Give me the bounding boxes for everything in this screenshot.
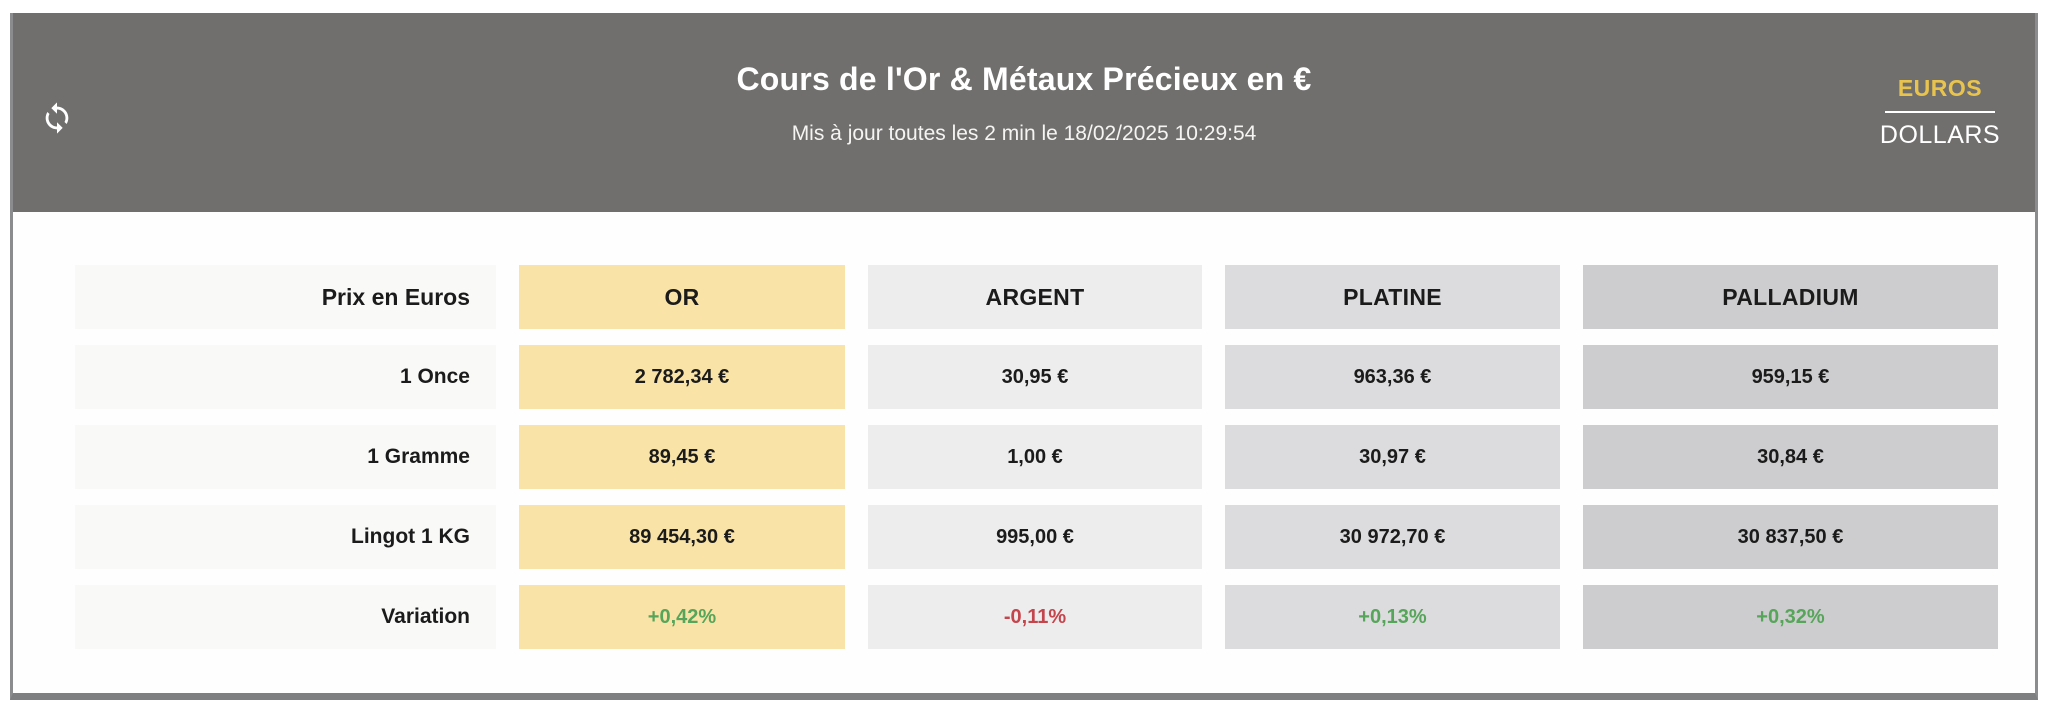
price-lingot-palladium: 30 837,50 €	[1583, 505, 1998, 569]
table-corner-label: Prix en Euros	[75, 265, 496, 329]
price-once-or: 2 782,34 €	[519, 345, 845, 409]
refresh-icon	[45, 101, 69, 134]
column-header-argent: ARGENT	[868, 265, 1202, 329]
header-title-block: Cours de l'Or & Métaux Précieux en € Mis…	[13, 13, 2035, 146]
gold-price-widget: Cours de l'Or & Métaux Précieux en € Mis…	[10, 13, 2038, 700]
variation-platine: +0,13%	[1225, 585, 1560, 649]
price-lingot-platine: 30 972,70 €	[1225, 505, 1560, 569]
price-once-argent: 30,95 €	[868, 345, 1202, 409]
price-gramme-argent: 1,00 €	[868, 425, 1202, 489]
price-lingot-or: 89 454,30 €	[519, 505, 845, 569]
row-label-lingot: Lingot 1 KG	[75, 505, 496, 569]
price-once-platine: 963,36 €	[1225, 345, 1560, 409]
update-status: Mis à jour toutes les 2 min le 18/02/202…	[791, 122, 1257, 145]
currency-option-dollars[interactable]: DOLLARS	[1879, 121, 2001, 149]
variation-or: +0,42%	[519, 585, 845, 649]
row-label-once: 1 Once	[75, 345, 496, 409]
column-header-palladium: PALLADIUM	[1583, 265, 1998, 329]
currency-toggle-divider	[1885, 111, 1995, 113]
page-title: Cours de l'Or & Métaux Précieux en €	[736, 61, 1312, 97]
price-lingot-argent: 995,00 €	[868, 505, 1202, 569]
row-label-variation: Variation	[75, 585, 496, 649]
column-header-platine: PLATINE	[1225, 265, 1560, 329]
price-table: Prix en Euros OR ARGENT PLATINE PALLADIU…	[75, 265, 2035, 649]
variation-palladium: +0,32%	[1583, 585, 1998, 649]
widget-header: Cours de l'Or & Métaux Précieux en € Mis…	[13, 13, 2035, 212]
column-header-or: OR	[519, 265, 845, 329]
currency-toggle: EUROS DOLLARS	[1875, 75, 2005, 150]
table-area: Prix en Euros OR ARGENT PLATINE PALLADIU…	[13, 212, 2035, 649]
price-once-palladium: 959,15 €	[1583, 345, 1998, 409]
currency-option-euros[interactable]: EUROS	[1897, 75, 1983, 101]
price-gramme-platine: 30,97 €	[1225, 425, 1560, 489]
variation-argent: -0,11%	[868, 585, 1202, 649]
price-gramme-palladium: 30,84 €	[1583, 425, 1998, 489]
row-label-gramme: 1 Gramme	[75, 425, 496, 489]
refresh-button[interactable]	[35, 97, 79, 141]
price-gramme-or: 89,45 €	[519, 425, 845, 489]
